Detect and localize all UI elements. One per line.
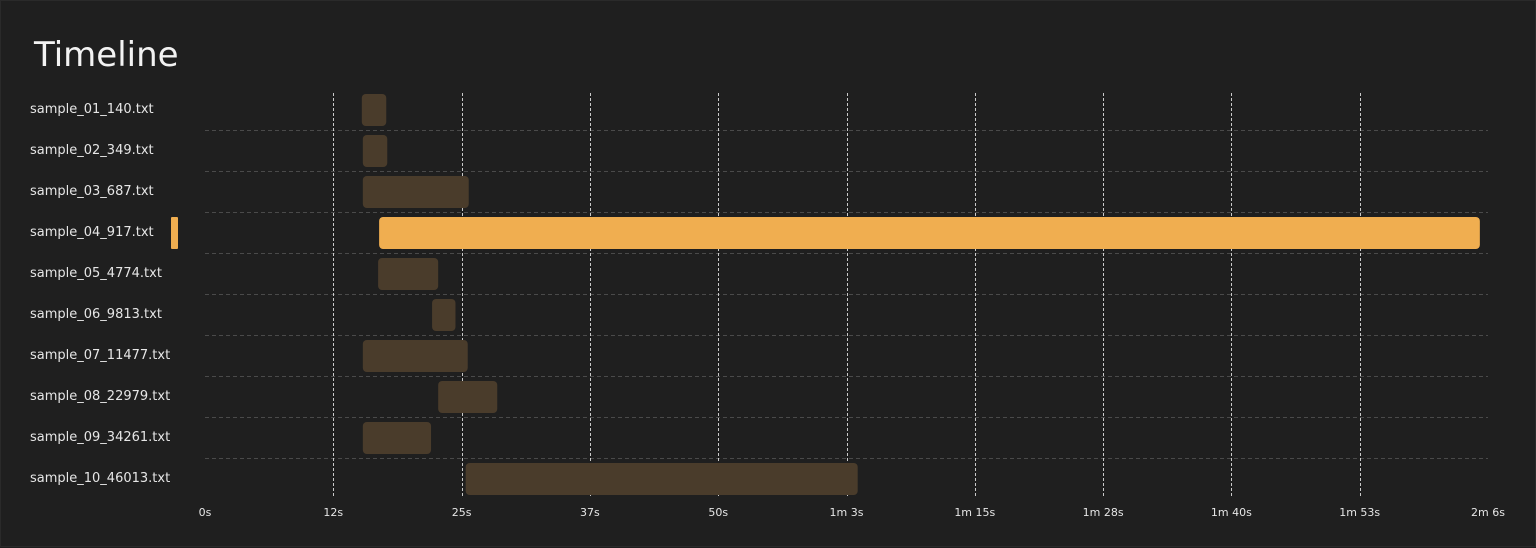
x-tick-label: 1m 40s xyxy=(1211,506,1252,519)
timeline-bar[interactable] xyxy=(362,176,469,208)
x-tick-label: 50s xyxy=(708,506,728,519)
row-label[interactable]: sample_09_34261.txt xyxy=(30,430,171,445)
x-tick-label: 12s xyxy=(323,506,343,519)
row-label[interactable]: sample_06_9813.txt xyxy=(30,307,162,322)
row-label[interactable]: sample_04_917.txt xyxy=(30,225,154,240)
x-tick-label: 1m 3s xyxy=(830,506,864,519)
timeline-bar[interactable] xyxy=(362,135,388,167)
x-tick-label: 37s xyxy=(580,506,600,519)
timeline-bar[interactable] xyxy=(362,422,432,454)
timeline-bar[interactable] xyxy=(432,299,456,331)
selected-row-marker xyxy=(171,217,178,249)
timeline-bar[interactable] xyxy=(361,94,387,126)
row-label[interactable]: sample_10_46013.txt xyxy=(30,471,171,486)
x-tick-label: 25s xyxy=(452,506,472,519)
row-label[interactable]: sample_07_11477.txt xyxy=(30,348,171,363)
timeline-bar[interactable] xyxy=(378,258,439,290)
row-label[interactable]: sample_08_22979.txt xyxy=(30,389,171,404)
row-label[interactable]: sample_05_4774.txt xyxy=(30,266,162,281)
x-tick-label: 1m 53s xyxy=(1339,506,1380,519)
timeline-bar[interactable] xyxy=(362,340,468,372)
timeline-bar[interactable] xyxy=(465,463,858,495)
timeline-bar[interactable] xyxy=(438,381,498,413)
row-label[interactable]: sample_01_140.txt xyxy=(30,102,154,117)
x-tick-label: 2m 6s xyxy=(1471,506,1505,519)
row-label[interactable]: sample_03_687.txt xyxy=(30,184,154,199)
x-tick-label: 1m 15s xyxy=(954,506,995,519)
x-tick-label: 1m 28s xyxy=(1083,506,1124,519)
row-label[interactable]: sample_02_349.txt xyxy=(30,143,154,158)
x-tick-label: 0s xyxy=(199,506,212,519)
timeline-bar-selected[interactable] xyxy=(379,217,1480,249)
chart-title: Timeline xyxy=(34,35,179,75)
